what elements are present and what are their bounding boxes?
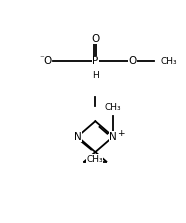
Text: H: H xyxy=(92,71,99,81)
Text: ⁻: ⁻ xyxy=(39,54,44,63)
Text: P: P xyxy=(92,56,98,66)
Text: O: O xyxy=(91,34,100,44)
Text: CH₃: CH₃ xyxy=(161,57,178,66)
Text: N: N xyxy=(74,132,81,142)
Text: +: + xyxy=(117,129,125,138)
Text: O: O xyxy=(129,56,137,66)
Text: O: O xyxy=(44,56,52,66)
Text: N: N xyxy=(109,132,117,142)
Text: CH₃: CH₃ xyxy=(86,155,103,164)
Text: CH₃: CH₃ xyxy=(105,103,121,112)
